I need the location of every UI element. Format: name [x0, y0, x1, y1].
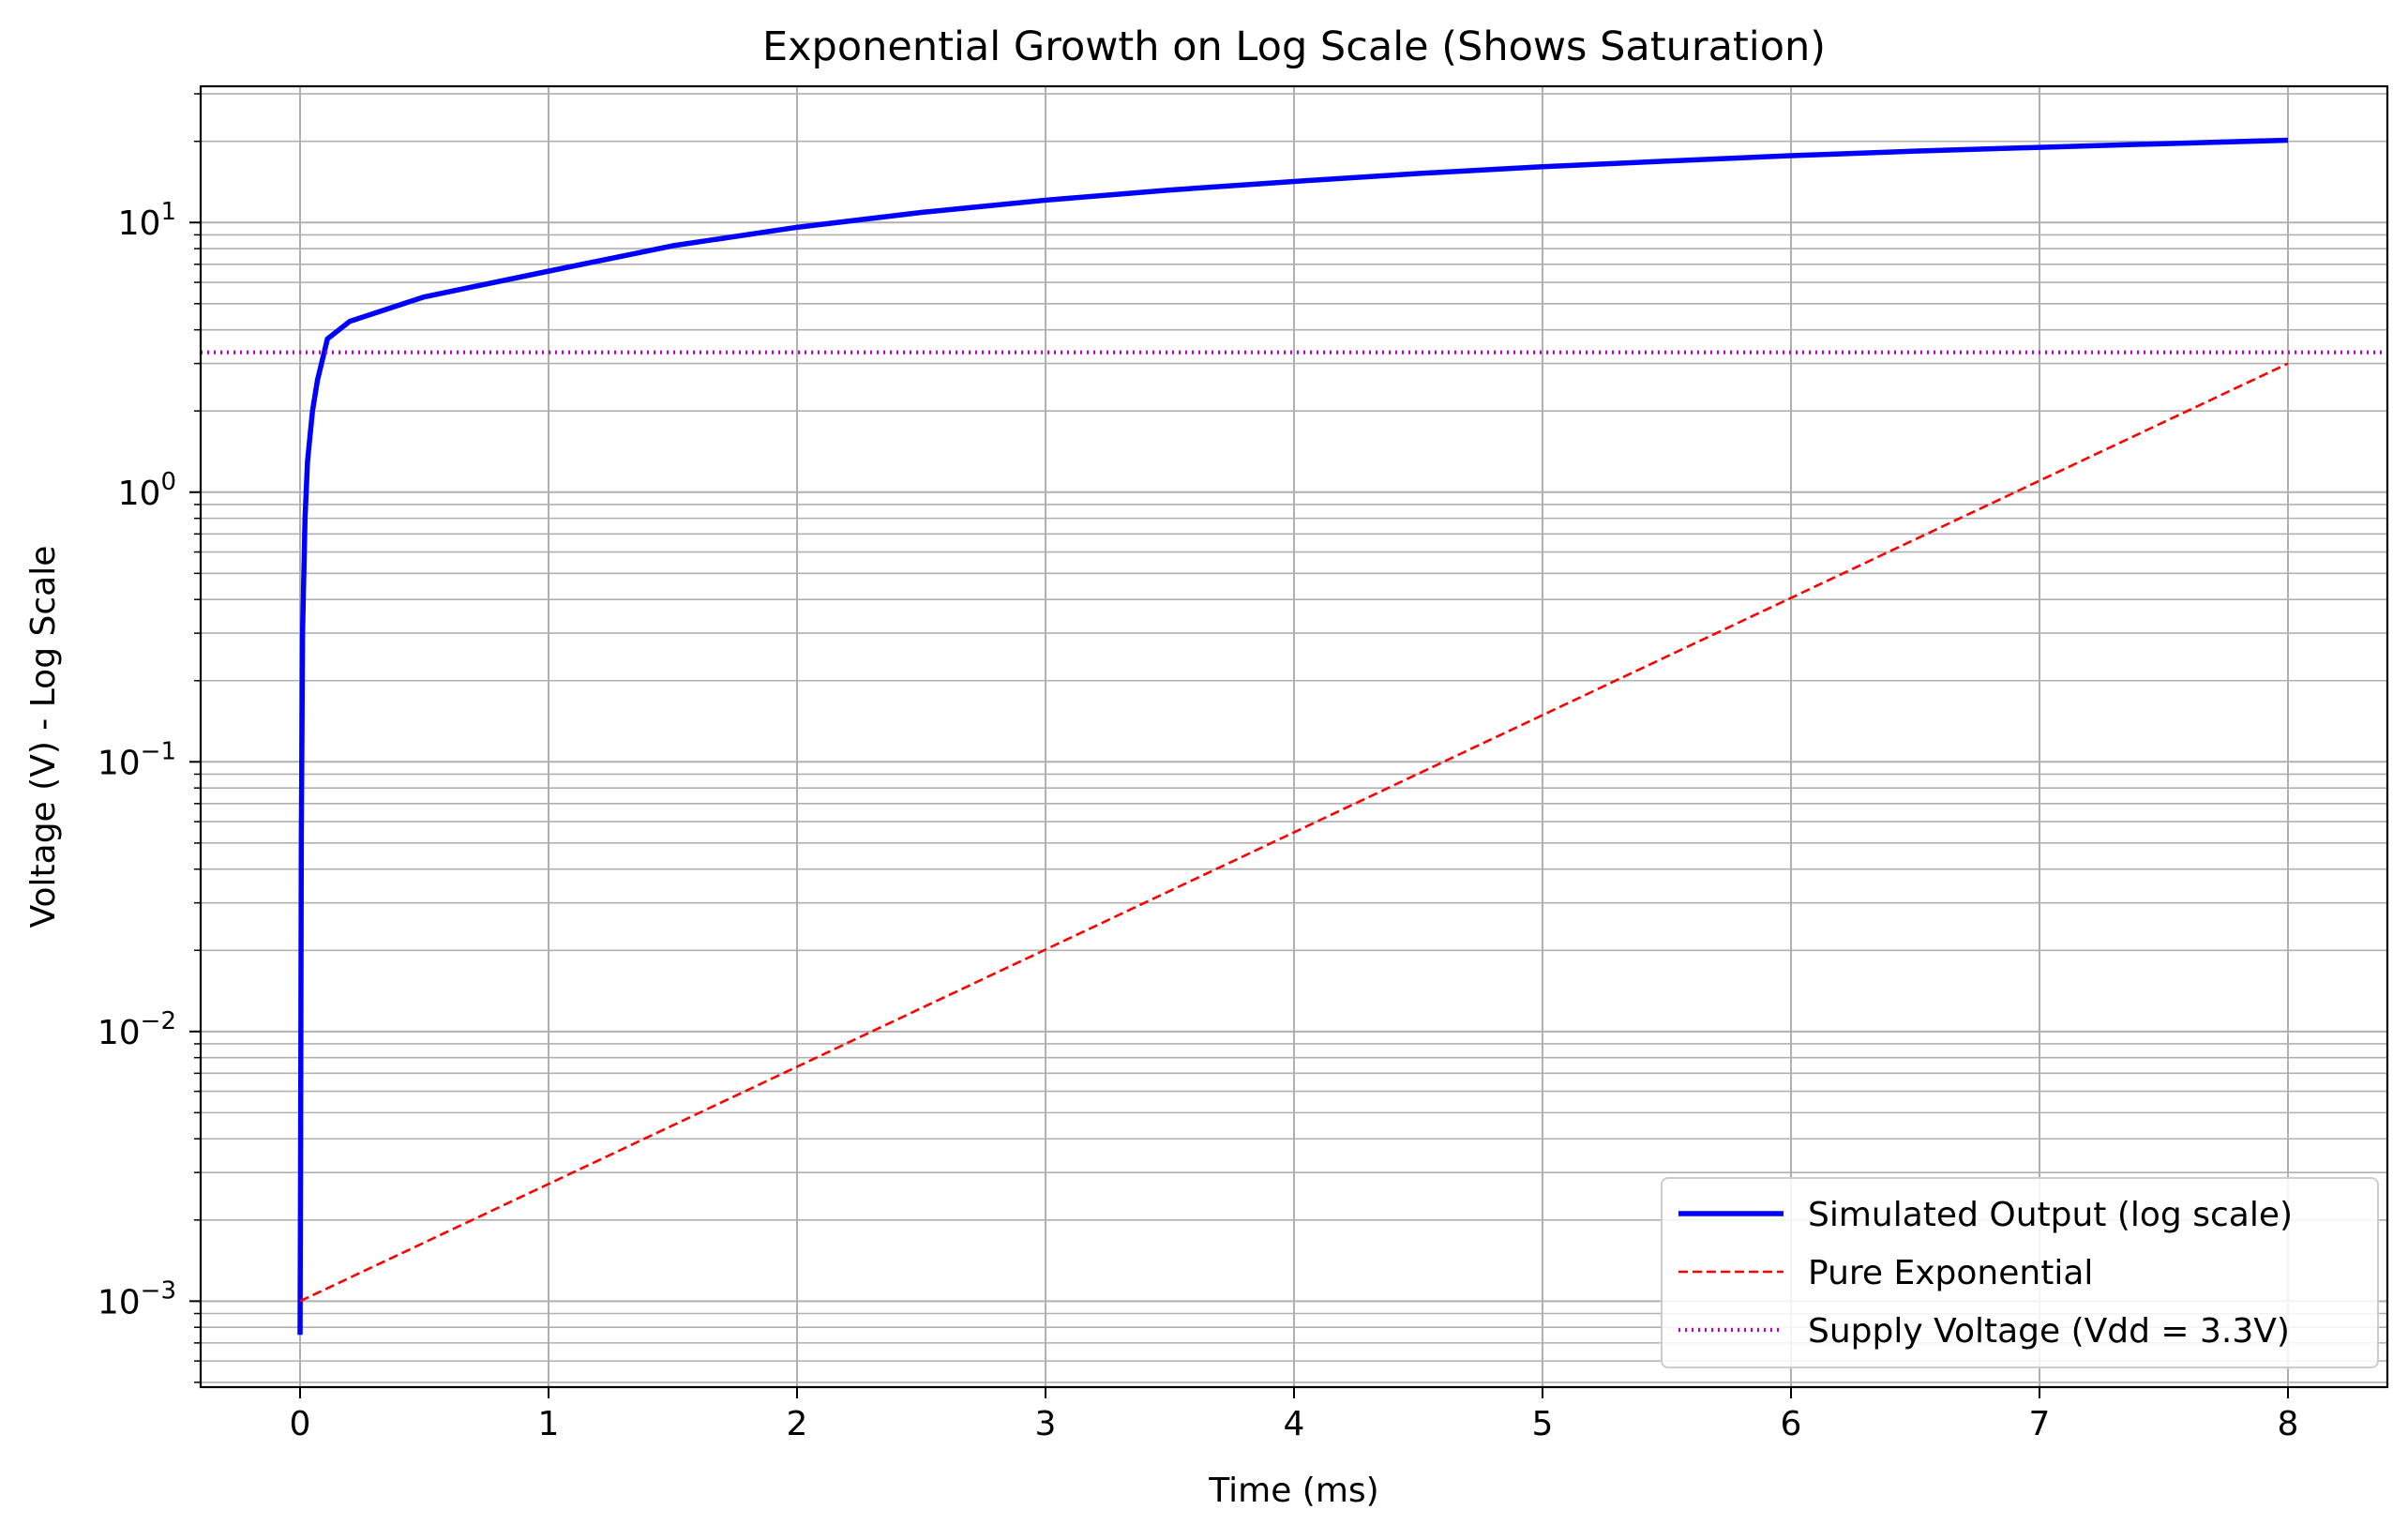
y-tick-label: 10−2	[98, 1007, 176, 1052]
grid	[201, 86, 2387, 1387]
x-tick-label: 5	[1532, 1405, 1554, 1443]
y-tick-label: 100	[118, 468, 176, 513]
y-tick-label: 10−3	[98, 1276, 176, 1321]
legend-label-3: Supply Voltage (Vdd = 3.3V)	[1808, 1312, 2290, 1351]
axis-ticks: 0 1 2 3 4 5 6 7 8 10−3 10−2 10−1 100 101	[98, 93, 2299, 1443]
x-tick-label: 0	[290, 1405, 311, 1443]
legend: Simulated Output (log scale) Pure Exponen…	[1661, 1177, 2379, 1368]
x-tick-label: 7	[2029, 1405, 2051, 1443]
series-line-2	[299, 362, 2289, 1303]
y-axis-label: Voltage (V) - Log Scale	[24, 546, 63, 929]
x-axis-label: Time (ms)	[1208, 1472, 1378, 1510]
x-tick-label: 1	[538, 1405, 560, 1443]
legend-label-2: Pure Exponential	[1808, 1254, 2093, 1292]
x-tick-label: 6	[1781, 1405, 1802, 1443]
legend-label-1: Simulated Output (log scale)	[1808, 1196, 2293, 1234]
x-tick-label: 2	[787, 1405, 808, 1443]
series-line-1	[297, 137, 2289, 1336]
plot-series	[201, 137, 2387, 1336]
legend-box	[1661, 1177, 2379, 1368]
y-tick-label: 10−1	[98, 737, 176, 782]
y-tick-label: 101	[118, 198, 176, 243]
chart-title: Exponential Growth on Log Scale (Shows S…	[762, 23, 1826, 70]
x-tick-label: 8	[2278, 1405, 2299, 1443]
x-tick-label: 4	[1284, 1405, 1305, 1443]
x-tick-label: 3	[1035, 1405, 1057, 1443]
